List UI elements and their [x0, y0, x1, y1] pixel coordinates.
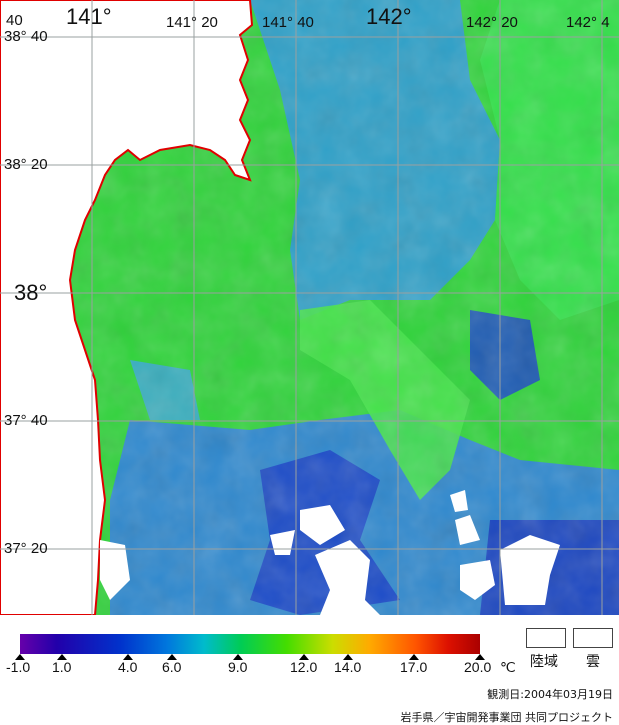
- cloud-patches: [100, 490, 560, 615]
- credit-line: 岩手県／宇宙開発事業団 共同プロジェクト: [400, 711, 614, 724]
- land-area: [0, 0, 254, 615]
- land-legend-label: 陸域: [530, 654, 558, 670]
- scale-tick-label: 9.0: [228, 659, 248, 675]
- color-bar-tick-marks: [15, 654, 485, 660]
- scale-tick-label: 6.0: [162, 659, 182, 675]
- lon-label-142-4: 142° 4: [566, 14, 610, 31]
- lat-label-38-40: 38° 40: [4, 28, 48, 45]
- lon-label-141-20: 141° 20: [166, 14, 218, 31]
- scale-tick-label: 4.0: [118, 659, 138, 675]
- lon-label-40: 40: [6, 12, 23, 29]
- scale-tick-label: 14.0: [334, 659, 362, 675]
- scale-tick-label: 1.0: [52, 659, 72, 675]
- scale-unit: ℃: [500, 659, 516, 675]
- scale-tick-label: -1.0: [6, 659, 31, 675]
- lon-label-141: 141°: [66, 4, 112, 29]
- lat-label-37-40: 37° 40: [4, 412, 48, 429]
- lat-label-38: 38°: [14, 280, 48, 305]
- lon-label-141-40: 141° 40: [262, 14, 314, 31]
- lon-label-142-20: 142° 20: [466, 14, 518, 31]
- lon-label-142: 142°: [366, 4, 412, 29]
- cloud-swatch: [573, 628, 613, 648]
- sea-surface-temperature-map: [0, 0, 619, 615]
- lat-label-38-20: 38° 20: [4, 156, 48, 173]
- lat-label-37-20: 37° 20: [4, 540, 48, 557]
- lat-lon-grid: [0, 0, 619, 615]
- observation-date: 観測日:2004年03月19日: [487, 688, 613, 701]
- scale-tick-label: 17.0: [400, 659, 428, 675]
- cloud-legend-label: 雲: [586, 654, 600, 670]
- scale-tick-label: 12.0: [290, 659, 318, 675]
- scale-tick-label: 20.0: [464, 659, 492, 675]
- land-swatch: [526, 628, 566, 648]
- temperature-color-bar: [20, 634, 480, 654]
